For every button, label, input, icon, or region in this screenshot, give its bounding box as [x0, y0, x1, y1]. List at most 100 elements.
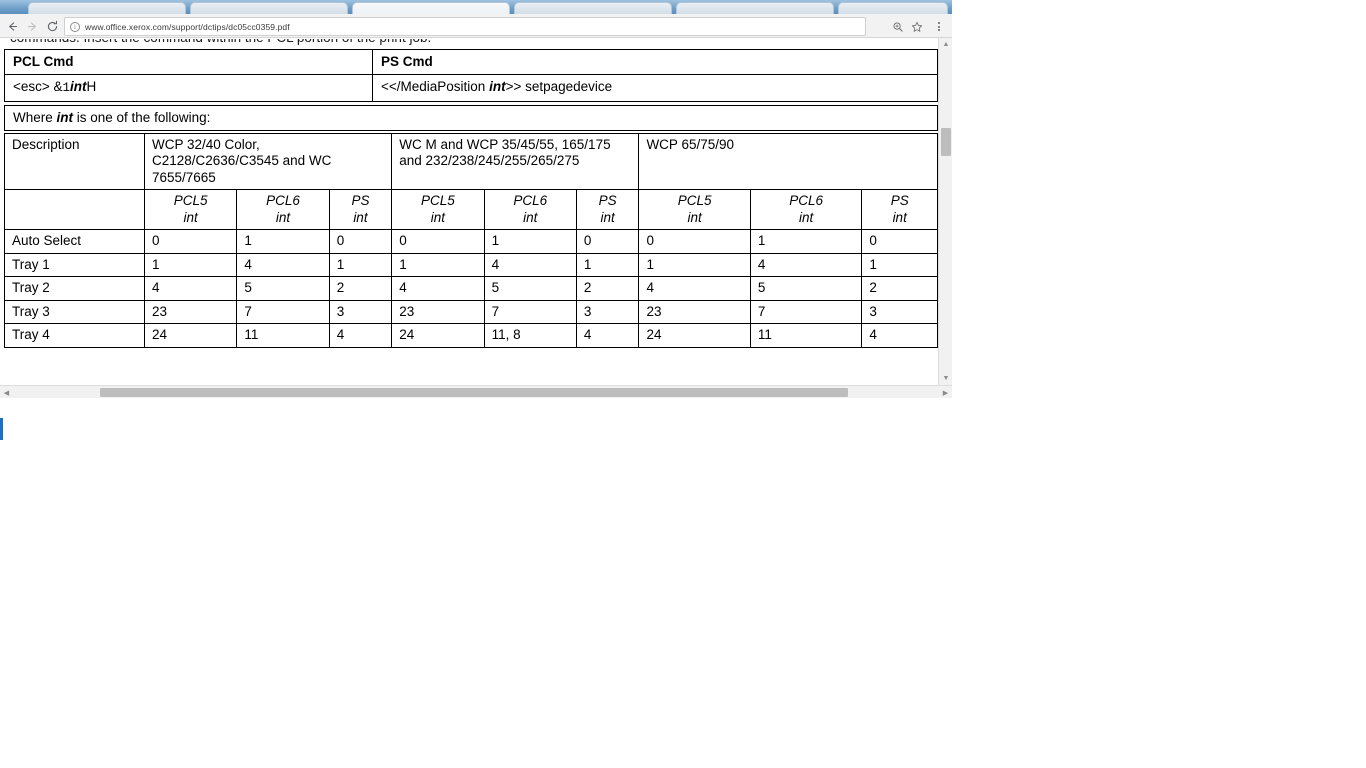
subheader-top: PS — [351, 193, 370, 209]
back-icon[interactable] — [4, 18, 21, 35]
browser-tab[interactable] — [676, 2, 834, 14]
cell-value: 1 — [236, 229, 330, 254]
subheader-bottom: int — [687, 209, 702, 225]
table-row: Tray 4 24 11 4 24 11, 8 4 24 11 4 — [4, 323, 938, 348]
cell-value: 1 — [328, 252, 393, 278]
cell-value: 0 — [638, 229, 751, 254]
cell-group-2: WC M and WCP 35/45/55, 165/175 and 232/2… — [391, 132, 640, 191]
vertical-scroll-thumb[interactable] — [941, 128, 951, 156]
cell-value: 2 — [861, 276, 938, 301]
horizontal-scroll-thumb[interactable] — [100, 388, 848, 397]
table-row-group-header: Description WCP 32/40 Color, C2128/C2636… — [4, 132, 938, 191]
cell-value: 4 — [575, 323, 640, 348]
cell-subheader-pcl6-1: PCL6 int — [236, 189, 330, 231]
browser-tab[interactable] — [838, 2, 948, 14]
forward-icon[interactable] — [24, 18, 41, 35]
subheader-bottom: int — [430, 209, 446, 225]
browser-tab[interactable] — [28, 2, 186, 14]
address-bar[interactable]: i www.office.xerox.com/support/dctips/dc… — [64, 17, 866, 36]
subheader-bottom: int — [892, 209, 907, 225]
cell-value: 1 — [638, 252, 751, 278]
cell-value: 4 — [638, 276, 751, 301]
cell-subheader-ps-1: PS int — [328, 189, 393, 231]
cell-value: 24 — [143, 323, 238, 348]
cell-value: 3 — [575, 299, 640, 325]
cell-value: 3 — [328, 299, 393, 325]
subheader-top: PCL5 — [173, 193, 208, 209]
where-prefix: Where — [13, 110, 57, 125]
pdf-page: commands. Insert the command within the … — [0, 38, 938, 388]
cell-value: 23 — [638, 299, 751, 325]
subheader-top: PCL6 — [513, 193, 548, 209]
star-icon[interactable] — [908, 18, 925, 35]
cell-value: 0 — [575, 229, 640, 254]
clipped-paragraph-line: commands. Insert the command within the … — [10, 39, 431, 45]
scroll-left-arrow-icon[interactable]: ◀ — [3, 389, 10, 397]
cell-value: 4 — [749, 252, 863, 278]
table-row: Auto Select 0 1 0 0 1 0 0 1 0 — [4, 229, 938, 254]
subheader-bottom: int — [799, 209, 814, 225]
vertical-scrollbar[interactable]: ▲ ▼ — [938, 38, 952, 385]
cell-value: 11 — [749, 323, 863, 348]
cell-subheader-ps-2: PS int — [575, 189, 640, 231]
pdf-viewer: commands. Insert the command within the … — [0, 38, 952, 398]
command-table: PCL Cmd PS Cmd <esc> &1intH <</MediaPosi… — [4, 48, 938, 102]
cell-value: 11 — [236, 323, 330, 348]
cell-value: 2 — [575, 276, 640, 301]
browser-window: i www.office.xerox.com/support/dctips/dc… — [0, 0, 952, 398]
browser-tab-strip[interactable] — [0, 0, 952, 14]
cell-value: 1 — [143, 252, 238, 278]
cell-value: 4 — [236, 252, 330, 278]
desktop-artifact — [0, 418, 3, 440]
cell-subheader-pcl6-3: PCL6 int — [749, 189, 863, 231]
header-ps-cmd: PS Cmd — [372, 48, 938, 76]
browser-tab[interactable] — [190, 2, 348, 14]
url-text: www.office.xerox.com/support/dctips/dc05… — [85, 21, 290, 32]
subheader-bottom: int — [275, 209, 291, 225]
scroll-right-arrow-icon[interactable]: ▶ — [942, 389, 949, 397]
cell-row-label: Tray 3 — [4, 299, 145, 325]
cell-subheader-pcl6-2: PCL6 int — [483, 189, 577, 231]
tray-int-values-table: Description WCP 32/40 Color, C2128/C2636… — [4, 132, 938, 348]
cell-value: 4 — [391, 276, 485, 301]
scroll-up-arrow-icon[interactable]: ▲ — [942, 41, 950, 48]
cell-value: 3 — [861, 299, 938, 325]
subheader-top: PS — [890, 193, 909, 209]
cell-value: 0 — [328, 229, 393, 254]
pcl-cmd-suffix: H — [86, 79, 97, 95]
cell-value: 7 — [236, 299, 330, 325]
cell-ps-command: <</MediaPosition int>> setpagedevice — [372, 74, 938, 102]
cell-row-label: Tray 1 — [4, 252, 145, 278]
table-row: Where int is one of the following: — [4, 104, 938, 132]
browser-tab[interactable] — [514, 2, 672, 14]
table-row-sub-header: PCL5 int PCL6 int PS int PCL5 — [4, 189, 938, 231]
pcl-cmd-mono: 1 — [62, 81, 71, 96]
info-circle-icon[interactable]: i — [70, 21, 80, 32]
pcl-cmd-prefix: <esc> & — [13, 79, 63, 95]
browser-tab-active[interactable] — [352, 2, 510, 14]
cell-value: 4 — [861, 323, 938, 348]
cell-value: 1 — [861, 252, 938, 278]
cell-group-3: WCP 65/75/90 — [638, 132, 938, 191]
cell-pcl-command: <esc> &1intH — [4, 74, 373, 102]
three-dot-menu-icon[interactable] — [930, 18, 947, 35]
cell-row-label: Tray 4 — [4, 323, 145, 348]
ps-cmd-suffix: >> setpagedevice — [505, 79, 613, 95]
where-note-table: Where int is one of the following: — [4, 104, 938, 132]
horizontal-scrollbar[interactable]: ◀ ▶ — [0, 385, 952, 398]
cell-value: 0 — [391, 229, 485, 254]
table-row: Tray 2 4 5 2 4 5 2 4 5 2 — [4, 276, 938, 301]
cell-value: 2 — [328, 276, 393, 301]
subheader-top: PCL6 — [266, 193, 300, 209]
subheader-bottom: int — [523, 209, 538, 225]
cell-value: 1 — [483, 229, 577, 254]
scroll-down-arrow-icon[interactable]: ▼ — [942, 375, 950, 382]
subheader-top: PCL5 — [677, 193, 712, 209]
table-row: Tray 1 1 4 1 1 4 1 1 4 1 — [4, 252, 938, 278]
cell-value: 23 — [391, 299, 485, 325]
reload-icon[interactable] — [44, 18, 61, 35]
pcl-cmd-int: int — [70, 79, 87, 95]
magnifier-icon[interactable] — [889, 18, 906, 35]
cell-value: 4 — [328, 323, 393, 348]
